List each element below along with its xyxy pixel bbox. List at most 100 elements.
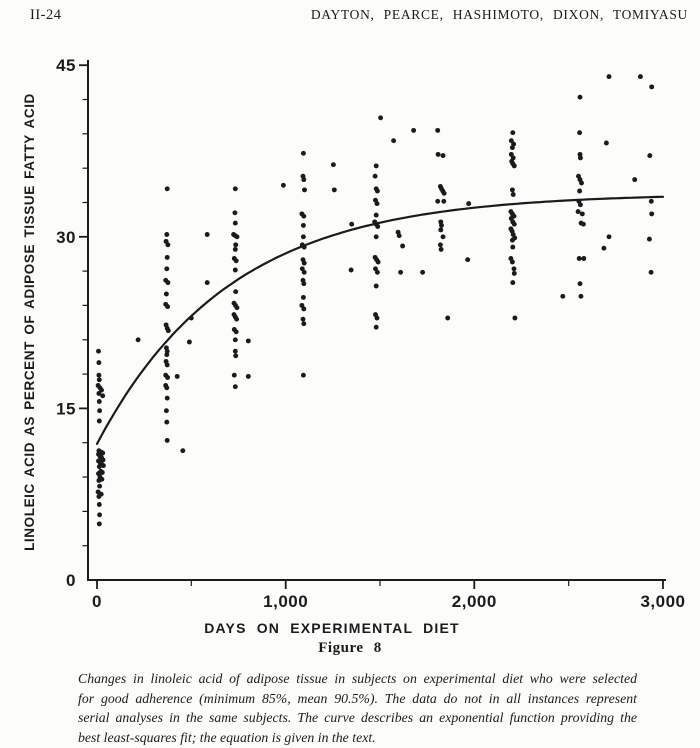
data-point: [135, 337, 141, 343]
data-point: [510, 244, 516, 250]
data-point: [164, 186, 170, 192]
data-point: [96, 464, 102, 470]
data-point: [302, 187, 307, 193]
data-point: [648, 198, 654, 204]
data-point: [234, 316, 240, 322]
data-point: [373, 163, 379, 169]
data-point: [511, 266, 517, 272]
x-axis-title: DAYS ON EXPERIMENTAL DIET: [204, 620, 460, 636]
data-point: [300, 222, 306, 228]
data-point: [509, 259, 515, 265]
data-point: [96, 418, 102, 424]
data-point: [649, 84, 655, 90]
data-point: [577, 130, 583, 136]
data-point: [510, 192, 516, 197]
data-point: [606, 234, 612, 240]
data-point: [581, 256, 587, 261]
data-point: [234, 234, 240, 240]
data-point: [606, 74, 612, 80]
data-point: [165, 375, 171, 380]
y-tick-label: 0: [66, 571, 76, 590]
data-point: [580, 221, 586, 227]
y-tick-label: 45: [56, 56, 76, 75]
data-point: [164, 395, 170, 401]
data-point: [301, 281, 307, 287]
data-point: [301, 213, 307, 219]
data-point: [435, 127, 441, 133]
data-point: [164, 362, 170, 368]
data-point: [372, 173, 378, 179]
data-point: [99, 470, 105, 475]
data-point: [96, 399, 102, 404]
data-point: [373, 283, 379, 289]
data-point: [465, 257, 471, 263]
data-point: [348, 267, 354, 273]
data-point: [165, 280, 171, 286]
figure-caption: Changes in linoleic acid of adipose tiss…: [78, 669, 637, 747]
data-point: [100, 463, 106, 469]
data-point: [164, 385, 170, 391]
data-point: [509, 187, 515, 193]
data-point: [96, 494, 102, 499]
data-point: [165, 328, 171, 334]
data-point: [437, 242, 443, 248]
data-point: [164, 437, 170, 443]
data-point: [188, 315, 194, 321]
data-point: [96, 478, 102, 483]
data-point: [96, 372, 102, 378]
data-point: [579, 211, 585, 217]
data-point: [163, 408, 169, 414]
data-point: [374, 188, 380, 194]
data-point: [440, 234, 446, 240]
data-point: [349, 221, 355, 227]
scatter-plot: 0 15 30 45 0 1,000 2,000 3,000 DAYS ON EXPERIMEN…: [22, 56, 685, 636]
data-point: [576, 256, 582, 261]
data-point: [439, 222, 444, 228]
data-point: [301, 321, 307, 327]
data-point: [245, 373, 251, 379]
data-point: [391, 138, 397, 144]
data-point: [96, 521, 102, 527]
data-point: [97, 408, 103, 414]
data-point: [438, 246, 444, 252]
caption-line: serial analyses in the same subjects. Th…: [78, 710, 637, 725]
data-point: [577, 202, 583, 208]
data-point: [330, 162, 336, 168]
x-tick-label: 1,000: [263, 592, 308, 611]
data-point: [233, 289, 239, 295]
data-point: [164, 352, 170, 358]
data-point: [577, 188, 583, 194]
data-point: [301, 306, 307, 312]
data-point: [647, 153, 653, 159]
data-point: [100, 393, 106, 399]
x-tick-label: 3,000: [640, 592, 685, 611]
data-point: [96, 360, 102, 366]
data-point: [301, 177, 307, 183]
data-point: [511, 163, 517, 169]
data-point: [301, 244, 307, 250]
data-point: [232, 337, 238, 343]
data-point: [374, 201, 380, 207]
data-point: [233, 242, 239, 248]
data-point: [411, 127, 417, 133]
data-point: [233, 353, 239, 359]
data-point: [512, 315, 518, 321]
data-point: [96, 502, 102, 507]
data-point: [648, 269, 654, 275]
data-point: [466, 201, 472, 207]
data-point: [232, 186, 238, 192]
data-point: [373, 212, 379, 218]
data-point: [435, 198, 441, 204]
data-point: [97, 512, 103, 518]
data-point: [441, 198, 447, 204]
data-point: [97, 483, 103, 489]
data-point: [637, 74, 643, 80]
figure-label: Figure 8: [318, 640, 382, 656]
data-point: [231, 372, 237, 378]
y-tick-label: 15: [56, 399, 76, 418]
data-point: [375, 224, 381, 229]
data-point: [577, 281, 583, 287]
data-point: [646, 236, 652, 242]
x-tick-label: 0: [92, 592, 102, 611]
